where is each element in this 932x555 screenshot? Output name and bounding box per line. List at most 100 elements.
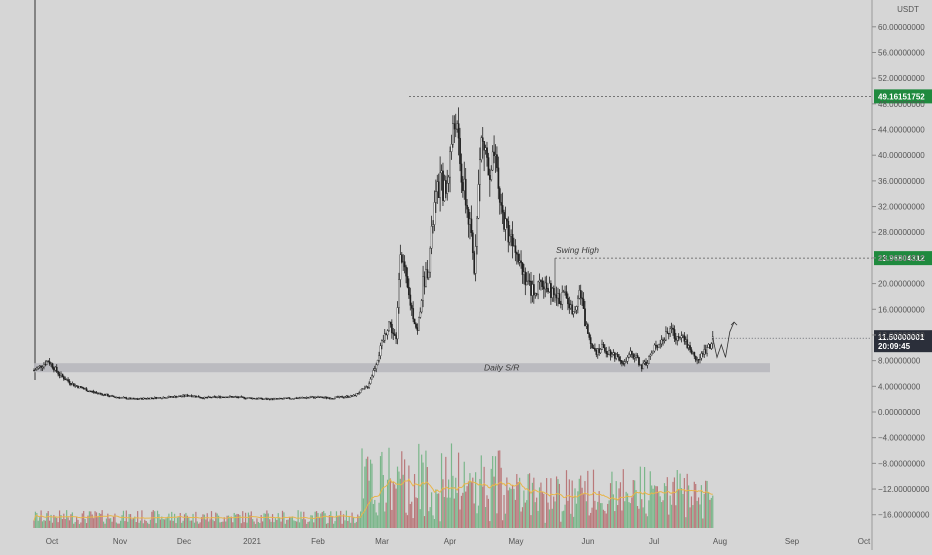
volume-bar bbox=[675, 505, 677, 528]
volume-bar bbox=[567, 500, 569, 528]
candle bbox=[501, 205, 504, 213]
candle bbox=[122, 397, 125, 399]
price-axis[interactable]: 60.00000000 56.00000000 52.00000000 48.0000… bbox=[872, 23, 930, 520]
volume-bar bbox=[101, 510, 103, 528]
candle bbox=[663, 339, 666, 341]
volume-bar bbox=[286, 519, 288, 528]
candle bbox=[587, 324, 589, 334]
volume-bar bbox=[618, 488, 620, 528]
candle bbox=[381, 340, 383, 346]
volume-bar bbox=[330, 511, 332, 528]
candle bbox=[200, 397, 203, 399]
time-axis[interactable]: Oct Nov Dec 2021 Feb Mar Apr May Jun Jul Aug Sep Oct bbox=[46, 537, 871, 546]
volume-bar bbox=[87, 515, 89, 528]
volume-bar bbox=[450, 443, 453, 528]
volume-bar bbox=[277, 513, 279, 528]
candle bbox=[550, 283, 552, 298]
candle bbox=[649, 354, 652, 357]
volume-bar bbox=[328, 515, 330, 528]
volume-bar bbox=[401, 451, 403, 528]
candle bbox=[626, 357, 629, 362]
volume-bar bbox=[348, 516, 350, 528]
candle bbox=[507, 220, 510, 243]
candle bbox=[324, 396, 326, 399]
volume-bar bbox=[226, 515, 228, 528]
candle bbox=[560, 303, 562, 305]
volume-bar bbox=[649, 471, 651, 528]
volume-bar bbox=[408, 465, 410, 528]
candle bbox=[325, 396, 328, 399]
candle bbox=[645, 361, 647, 366]
volume-bar bbox=[206, 513, 208, 528]
volume-bar bbox=[345, 510, 347, 528]
current-price-tag[interactable] bbox=[874, 330, 932, 353]
candle bbox=[97, 392, 99, 394]
volume-bar bbox=[602, 509, 605, 528]
volume-bar bbox=[662, 500, 664, 528]
candle bbox=[168, 396, 170, 398]
candle bbox=[85, 388, 88, 392]
volume-bar bbox=[391, 509, 393, 528]
candle bbox=[143, 397, 146, 400]
candle bbox=[496, 154, 498, 169]
volume-bar bbox=[213, 521, 215, 528]
candle bbox=[541, 280, 544, 287]
volume-bar bbox=[280, 521, 282, 528]
volume-bar bbox=[367, 456, 369, 528]
volume-bar bbox=[262, 521, 264, 528]
price-tick-label: 20.00000000 bbox=[878, 280, 925, 289]
candle bbox=[348, 396, 351, 398]
candle bbox=[148, 397, 150, 400]
volume-bar bbox=[83, 510, 85, 528]
candle bbox=[402, 261, 405, 263]
candle bbox=[379, 345, 382, 356]
volume-bar bbox=[354, 523, 356, 528]
volume-bar bbox=[575, 503, 578, 528]
candle bbox=[582, 298, 585, 309]
volume-bar bbox=[617, 505, 619, 528]
candle bbox=[55, 366, 58, 372]
candle bbox=[227, 396, 230, 399]
volume-bar bbox=[202, 514, 204, 528]
candle bbox=[530, 280, 532, 296]
candle bbox=[697, 359, 700, 361]
candle bbox=[518, 260, 521, 263]
candle bbox=[459, 137, 461, 165]
candle bbox=[258, 397, 261, 399]
candle bbox=[159, 397, 162, 399]
candle bbox=[388, 321, 390, 331]
candle bbox=[415, 323, 417, 328]
candle bbox=[611, 354, 613, 357]
volume-bar bbox=[54, 517, 56, 528]
volume-bar bbox=[77, 519, 79, 528]
volume-bar bbox=[642, 507, 644, 528]
candle bbox=[616, 354, 619, 357]
candle bbox=[433, 202, 436, 225]
volume-bar bbox=[499, 450, 501, 528]
candle bbox=[636, 355, 639, 358]
candle bbox=[308, 397, 311, 399]
volume-bar bbox=[560, 521, 562, 528]
candle bbox=[513, 245, 515, 247]
volume-bar bbox=[531, 482, 534, 528]
candle bbox=[702, 353, 704, 355]
candle bbox=[679, 337, 681, 339]
candle bbox=[655, 344, 657, 347]
volume-bar bbox=[550, 478, 552, 528]
volume-bar bbox=[158, 514, 160, 528]
volume-bar bbox=[500, 467, 502, 528]
candle bbox=[389, 321, 392, 325]
volume-bar bbox=[300, 511, 302, 528]
candle bbox=[329, 398, 332, 400]
candle bbox=[298, 397, 301, 399]
volume-bar bbox=[636, 506, 639, 528]
volume-bar bbox=[334, 521, 336, 528]
volume-bar bbox=[428, 511, 430, 528]
volume-bar bbox=[496, 513, 498, 528]
candle bbox=[506, 218, 508, 222]
volume-bar bbox=[139, 520, 142, 528]
volume-bar bbox=[588, 515, 590, 528]
volume-bar bbox=[655, 486, 657, 528]
candle bbox=[58, 373, 61, 376]
